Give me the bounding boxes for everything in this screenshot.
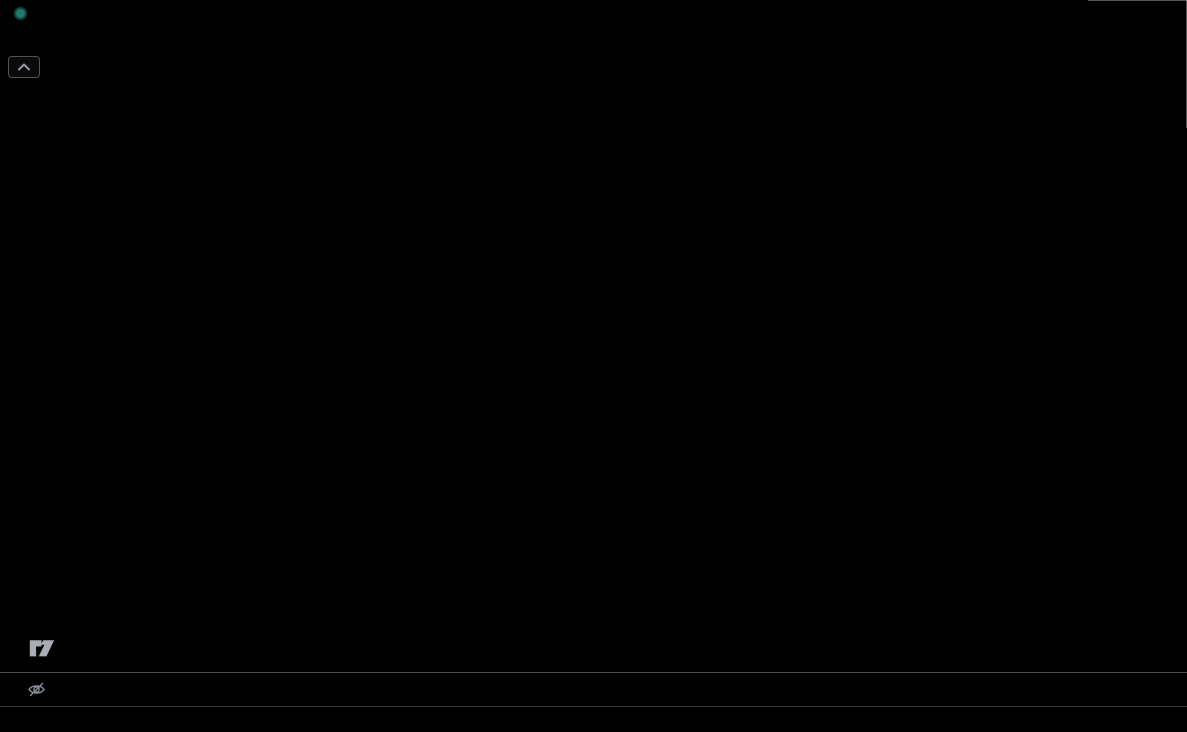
price-chart-canvas[interactable] bbox=[0, 0, 1187, 672]
spread-model-row[interactable] bbox=[0, 672, 1187, 706]
visibility-off-icon[interactable] bbox=[27, 681, 46, 698]
collapse-panel-button[interactable] bbox=[8, 56, 40, 78]
series-marker-icon bbox=[14, 7, 27, 20]
time-axis[interactable] bbox=[0, 706, 1187, 732]
chevron-up-icon bbox=[18, 63, 30, 71]
ohlc-legend[interactable] bbox=[14, 7, 83, 20]
tradingview-mark-icon bbox=[29, 640, 55, 657]
tradingview-logo bbox=[28, 633, 64, 660]
window-edge-highlight bbox=[1088, 0, 1187, 1]
